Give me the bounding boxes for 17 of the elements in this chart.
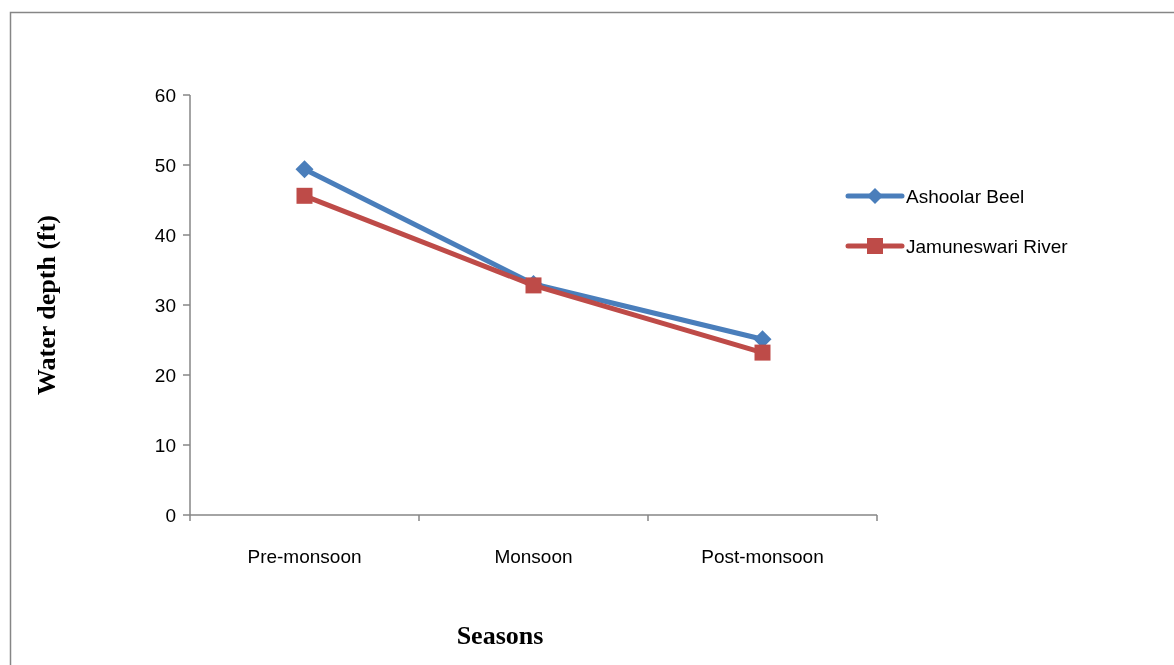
y-tick-label: 50 <box>154 154 176 176</box>
legend-label: Jamuneswari River <box>906 235 1069 257</box>
x-tick-label: Pre-monsoon <box>247 546 362 567</box>
y-tick-label: 10 <box>154 434 176 456</box>
point <box>295 160 314 179</box>
y-tick-label: 0 <box>165 504 176 526</box>
y-tick-label: 60 <box>154 84 176 106</box>
y-tick-label: 40 <box>154 224 176 246</box>
y-tick-label: 30 <box>154 294 176 316</box>
x-tick-label: Post-monsoon <box>701 546 824 567</box>
legend-label: Ashoolar Beel <box>906 185 1025 207</box>
y-tick-label: 20 <box>154 364 176 386</box>
x-tick-label: Monsoon <box>494 546 573 567</box>
y-axis-title: Water depth (ft) <box>32 214 61 396</box>
x-axis-title: Seasons <box>456 621 544 650</box>
point <box>754 344 771 361</box>
point <box>296 187 313 204</box>
